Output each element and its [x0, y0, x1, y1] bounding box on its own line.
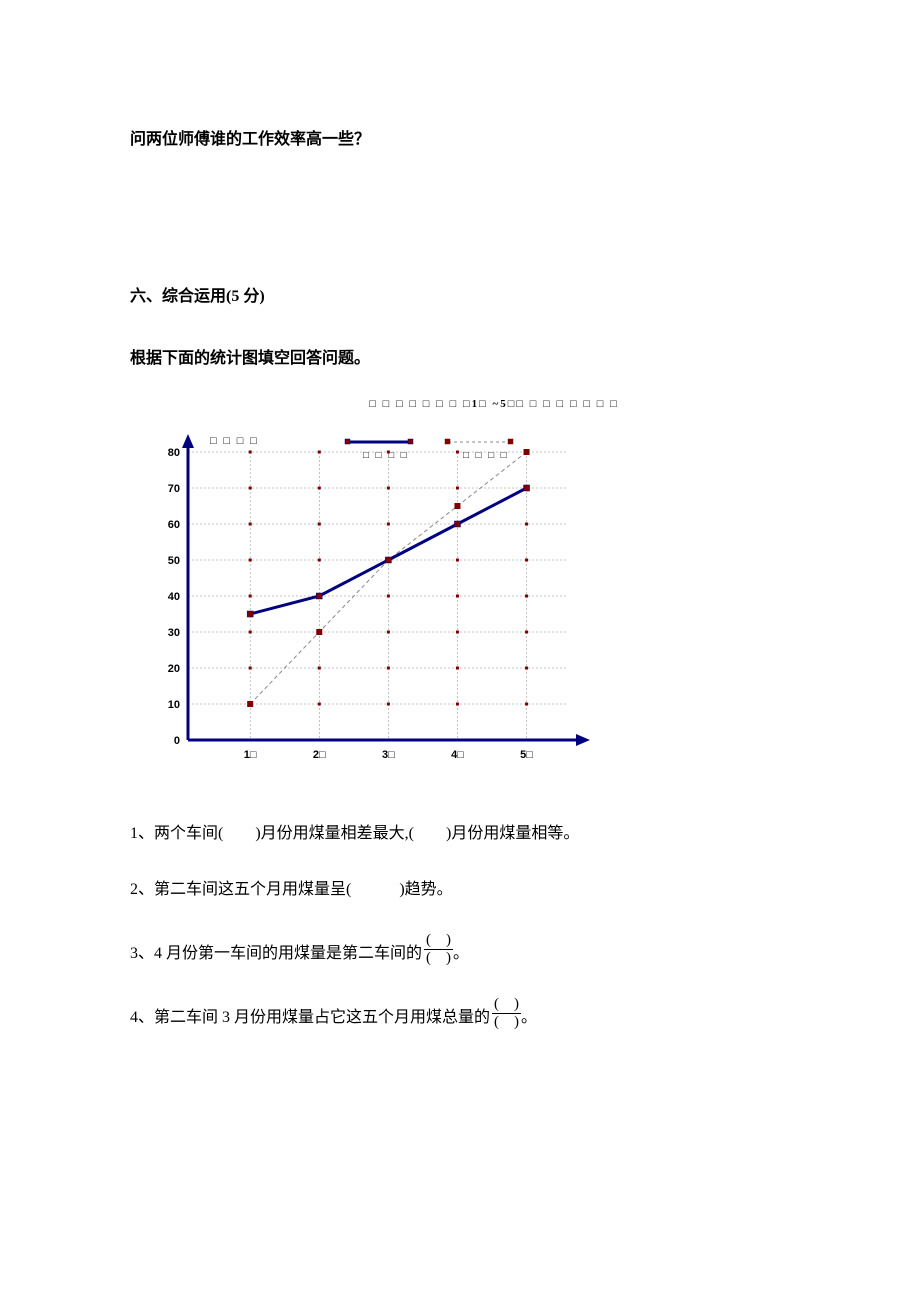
question-3-text: 3、4 月份第一车间的用煤量是第二车间的 [130, 941, 422, 967]
svg-text:□ □ □ □: □ □ □ □ [363, 450, 409, 461]
svg-text:60: 60 [168, 519, 180, 531]
svg-text:□ □ □ □: □ □ □ □ [463, 450, 509, 461]
svg-text:2□: 2□ [313, 749, 326, 761]
chart-title-prefix: □ □ □ □ □ □ □ □ [369, 398, 471, 410]
question-1: 1、两个车间( )月份用煤量相差最大,( )月份用煤量相等。 [130, 821, 790, 847]
top-question: 问两位师傅谁的工作效率高一些？ [130, 128, 790, 152]
fraction-denominator: ( ) [424, 949, 453, 967]
chart-title: □ □ □ □ □ □ □ □1□ ~5□□ □ □ □ □ □ □ □ [198, 398, 790, 410]
coal-usage-chart: □ □ □ □ □ □ □ □1□ ~5□□ □ □ □ □ □ □ □ □ □… [138, 398, 790, 781]
section-6-title: 六、综合运用(5 分) [130, 282, 790, 306]
svg-text:5□: 5□ [520, 749, 533, 761]
svg-text:0: 0 [174, 735, 180, 747]
svg-text:30: 30 [168, 627, 180, 639]
fraction-numerator: ( ) [492, 996, 521, 1013]
questions-block: 1、两个车间( )月份用煤量相差最大,( )月份用煤量相等。 2、第二车间这五个… [130, 821, 790, 1030]
svg-text:1□: 1□ [244, 749, 257, 761]
svg-text:20: 20 [168, 663, 180, 675]
question-3-fraction: ( ) ( ) [424, 932, 453, 966]
svg-text:□ □ □ □: □ □ □ □ [210, 435, 259, 447]
svg-text:10: 10 [168, 699, 180, 711]
svg-text:50: 50 [168, 555, 180, 567]
svg-text:70: 70 [168, 483, 180, 495]
question-4-fraction: ( ) ( ) [492, 996, 521, 1030]
section-6-subtitle: 根据下面的统计图填空回答问题。 [130, 344, 790, 368]
fraction-denominator: ( ) [492, 1013, 521, 1031]
page-content: 问两位师傅谁的工作效率高一些？ 六、综合运用(5 分) 根据下面的统计图填空回答… [0, 0, 920, 1030]
question-4-text: 4、第二车间 3 月份用煤量占它这五个月用煤总量的 [130, 1005, 490, 1031]
question-4: 4、第二车间 3 月份用煤量占它这五个月用煤总量的 ( ) ( ) 。 [130, 996, 790, 1030]
chart-title-mid: 1□ ~5□ [472, 398, 517, 410]
chart-svg: □ □ □ □ □ □ □ □ □ □ □ □ 0 10 20 30 40 50 60 70 80 1□… [138, 416, 598, 776]
question-3-end: 。 [453, 941, 469, 967]
svg-text:4□: 4□ [451, 749, 464, 761]
svg-text:80: 80 [168, 447, 180, 459]
chart-title-suffix: □ □ □ □ □ □ □ □ [516, 398, 618, 410]
question-2: 2、第二车间这五个月用煤量呈( )趋势。 [130, 877, 790, 903]
question-3: 3、4 月份第一车间的用煤量是第二车间的 ( ) ( ) 。 [130, 932, 790, 966]
svg-text:40: 40 [168, 591, 180, 603]
question-4-end: 。 [521, 1005, 537, 1031]
svg-text:3□: 3□ [382, 749, 395, 761]
fraction-numerator: ( ) [424, 932, 453, 949]
